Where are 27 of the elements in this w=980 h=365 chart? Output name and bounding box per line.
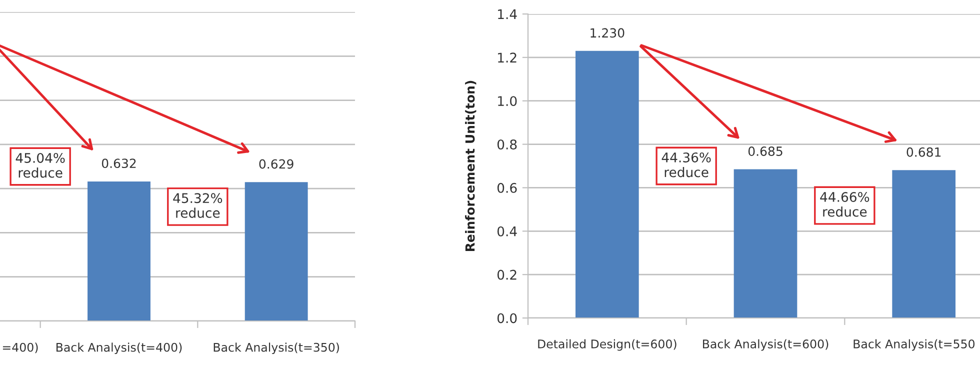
annotation: 45.32% reduce — [173, 193, 222, 218]
y-tick-label: 0.8 — [497, 140, 517, 150]
y-tick-label: 1.4 — [498, 9, 517, 20]
y-tick-label: 1.2 — [498, 52, 516, 62]
bar — [576, 50, 639, 318]
x-tick-label: =400) — [2, 342, 38, 354]
data-label: 0.681 — [906, 147, 941, 157]
data-label: 0.629 — [259, 159, 294, 169]
data-label: 0.632 — [102, 158, 136, 168]
y-axis-title: Reinforcement Unit(ton) — [465, 80, 476, 251]
annotation: 45.04% reduce — [16, 152, 65, 178]
x-tick-label: Back Analysis(t=600) — [703, 339, 828, 351]
bar — [734, 169, 798, 318]
x-tick-label: Back Analysis(t=550 — [854, 339, 975, 351]
bar — [892, 170, 956, 318]
y-tick-label: 0.2 — [497, 270, 516, 280]
y-tick-label: 0.4 — [497, 226, 517, 236]
x-tick-label: Back Analysis(t=350) — [214, 342, 339, 354]
annotation: 44.66% reduce — [820, 192, 870, 217]
y-tick-label: 1.0 — [498, 96, 517, 106]
x-tick-label: Back Analysis(t=400) — [56, 342, 182, 354]
data-label: 1.230 — [590, 28, 624, 38]
data-label: 0.685 — [748, 146, 782, 156]
y-tick-label: 0.0 — [497, 313, 517, 324]
y-tick-label: 0.6 — [497, 182, 517, 193]
annotation: 44.36% reduce — [662, 152, 711, 178]
x-tick-label: Detailed Design(t=600) — [538, 339, 676, 351]
